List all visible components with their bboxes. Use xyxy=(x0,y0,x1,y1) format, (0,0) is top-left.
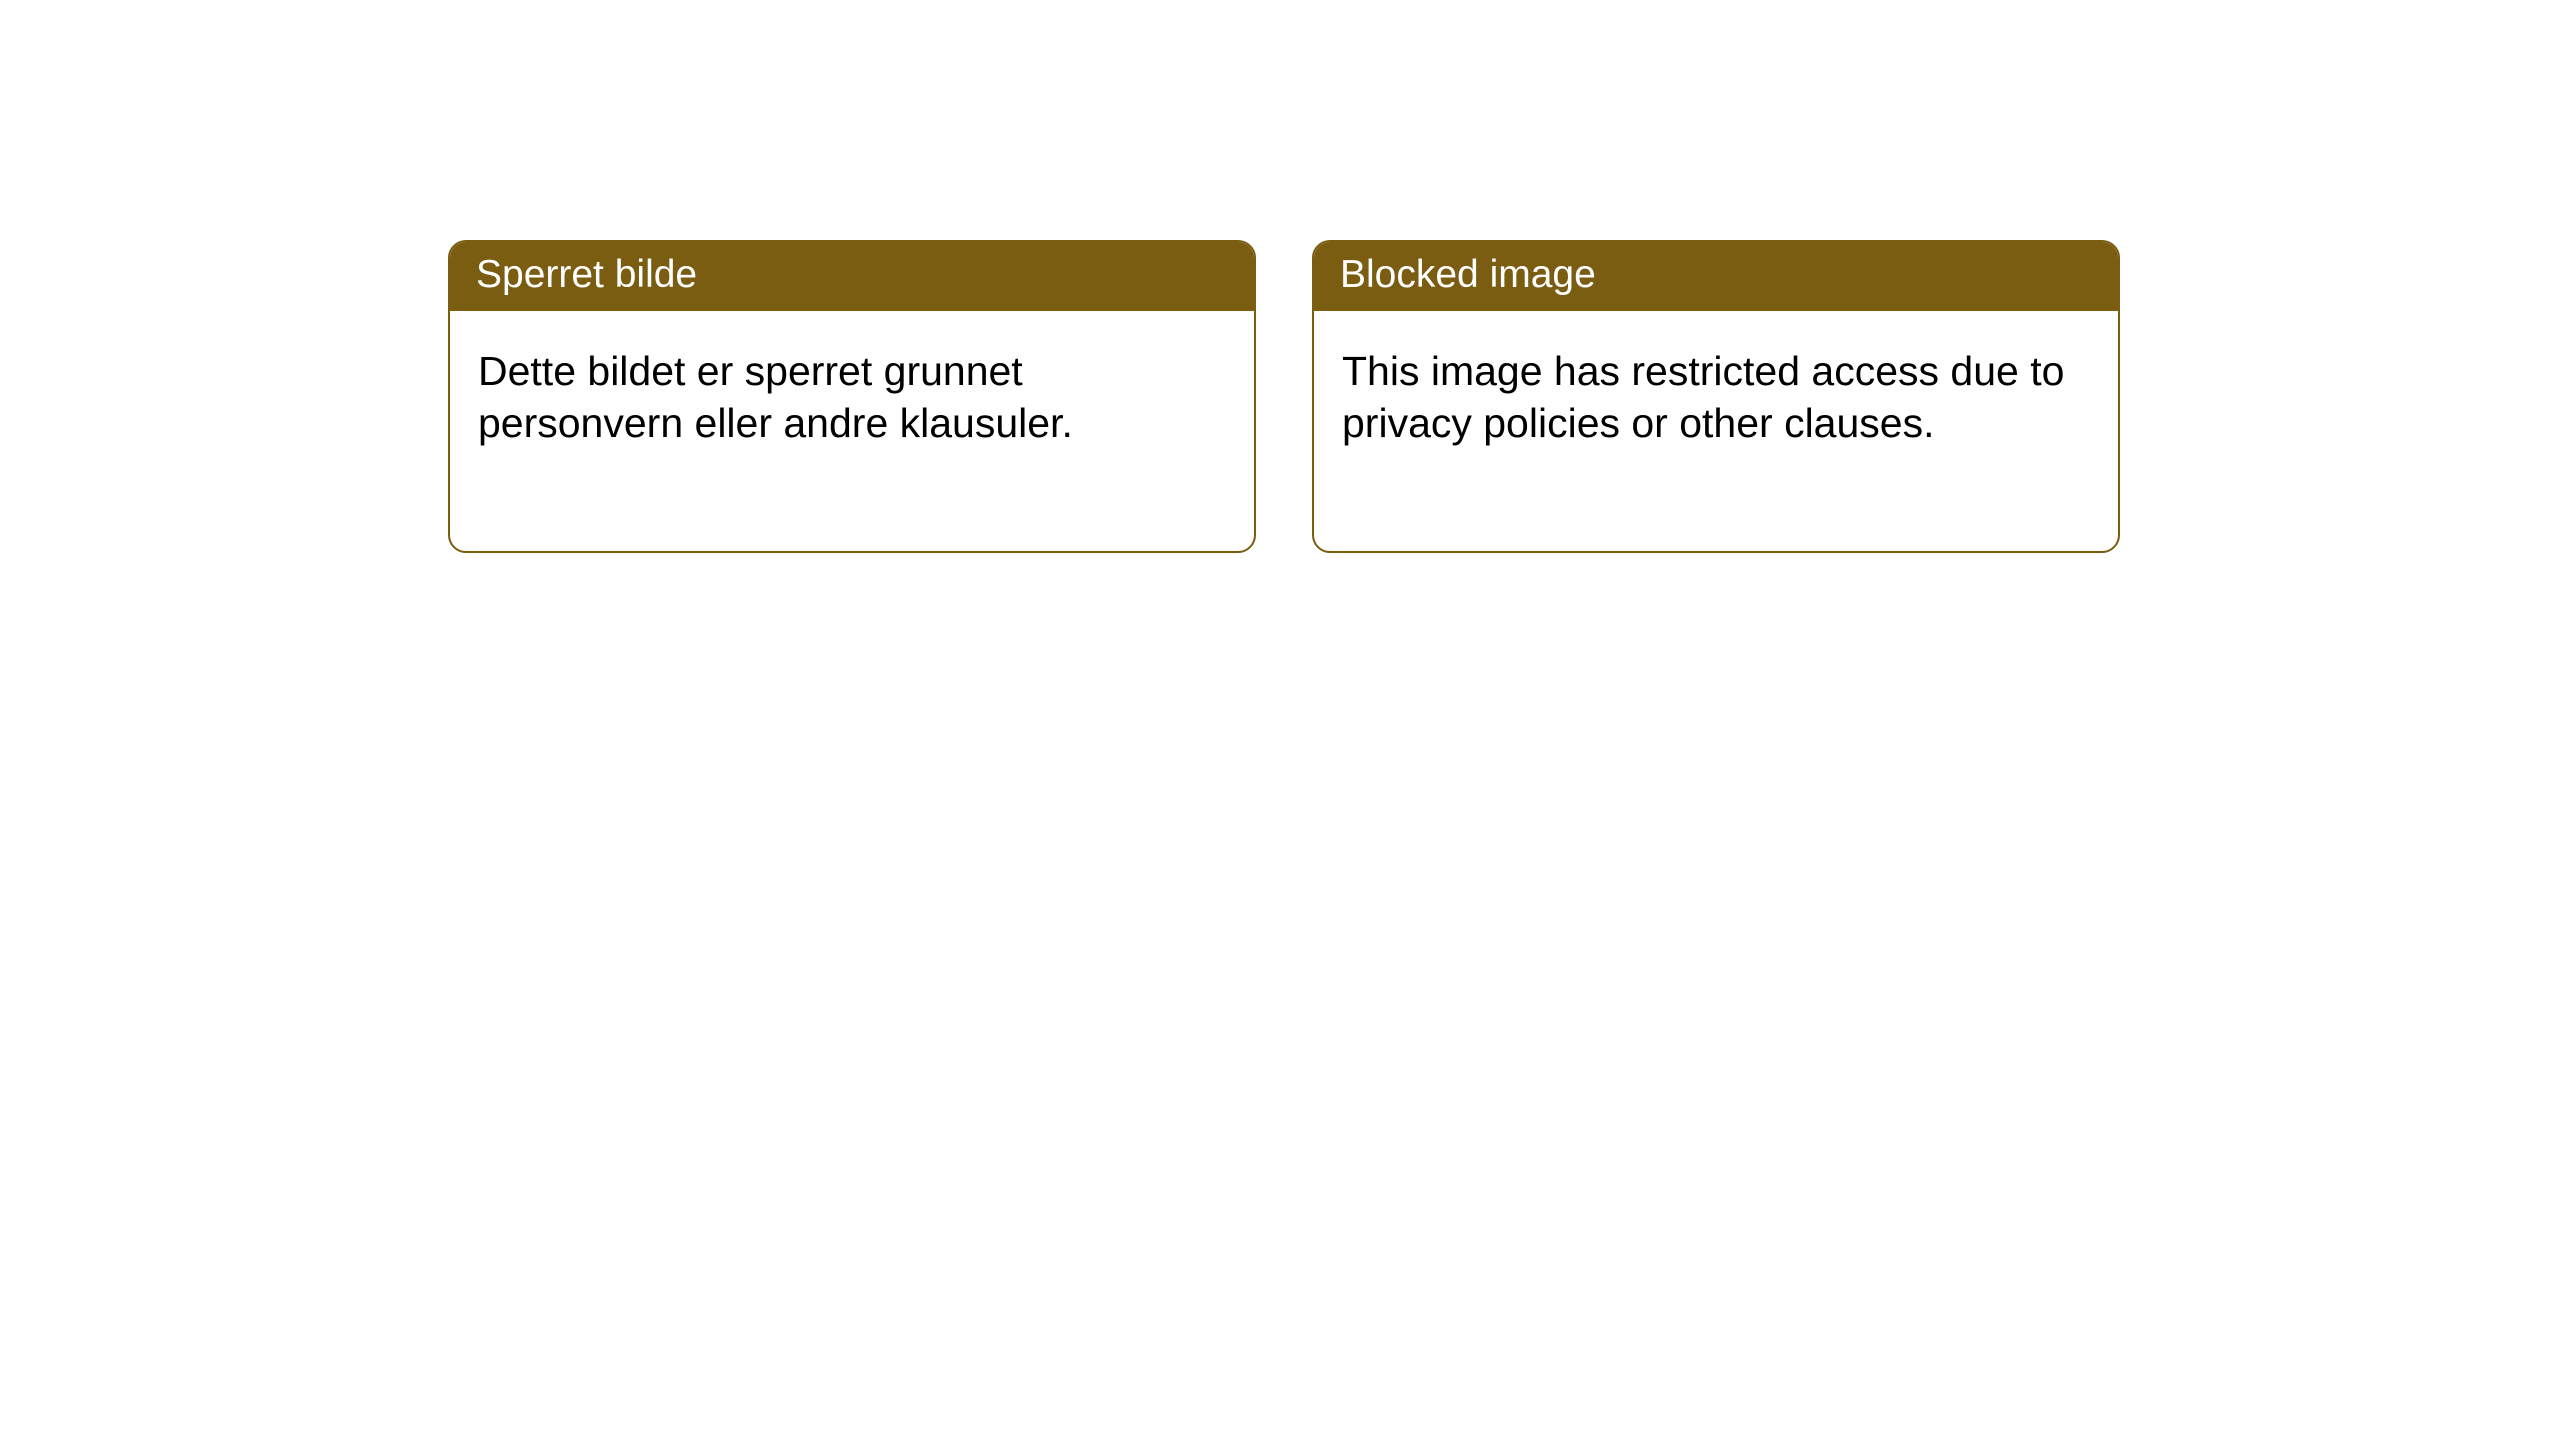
card-body-en: This image has restricted access due to … xyxy=(1314,311,2118,551)
blocked-image-card-en: Blocked image This image has restricted … xyxy=(1312,240,2120,553)
card-header-no: Sperret bilde xyxy=(450,242,1254,311)
card-header-en: Blocked image xyxy=(1314,242,2118,311)
notice-container: Sperret bilde Dette bildet er sperret gr… xyxy=(0,0,2560,553)
blocked-image-card-no: Sperret bilde Dette bildet er sperret gr… xyxy=(448,240,1256,553)
card-body-no: Dette bildet er sperret grunnet personve… xyxy=(450,311,1254,551)
